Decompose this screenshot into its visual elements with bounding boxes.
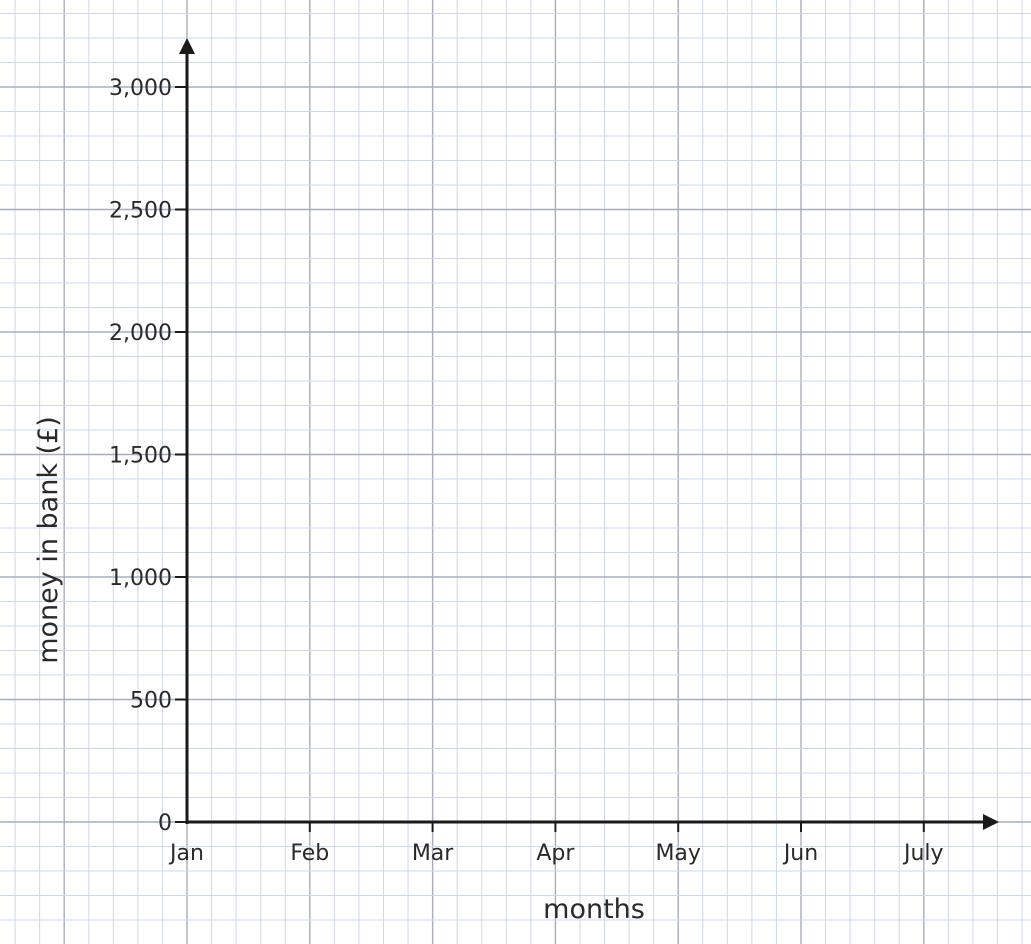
y-tick-label: 500 — [130, 689, 172, 714]
y-tick-label: 2,500 — [109, 199, 172, 224]
y-axis-arrow-icon — [179, 38, 195, 54]
x-tick-label: Jan — [168, 841, 204, 866]
y-tick-label: 3,000 — [109, 76, 172, 101]
x-axis-title: months — [543, 894, 645, 925]
x-tick-label: Feb — [290, 841, 329, 866]
x-tick-label: May — [655, 841, 700, 866]
y-tick-label: 0 — [158, 811, 172, 836]
x-ticks: Jan Feb Mar Apr May Jun July — [168, 822, 944, 866]
x-tick-label: Jun — [782, 841, 818, 866]
x-axis-arrow-icon — [983, 814, 999, 830]
y-axis-title: money in bank (£) — [33, 416, 64, 664]
y-tick-label: 2,000 — [109, 321, 172, 346]
x-tick-label: Apr — [536, 841, 575, 866]
y-tick-label: 1,500 — [109, 444, 172, 469]
x-tick-label: Mar — [412, 841, 454, 866]
x-tick-label: July — [902, 841, 944, 866]
y-ticks: 0 500 1,000 1,500 2,000 2,500 3,000 — [109, 76, 187, 836]
axes — [179, 38, 999, 830]
y-tick-label: 1,000 — [109, 566, 172, 591]
